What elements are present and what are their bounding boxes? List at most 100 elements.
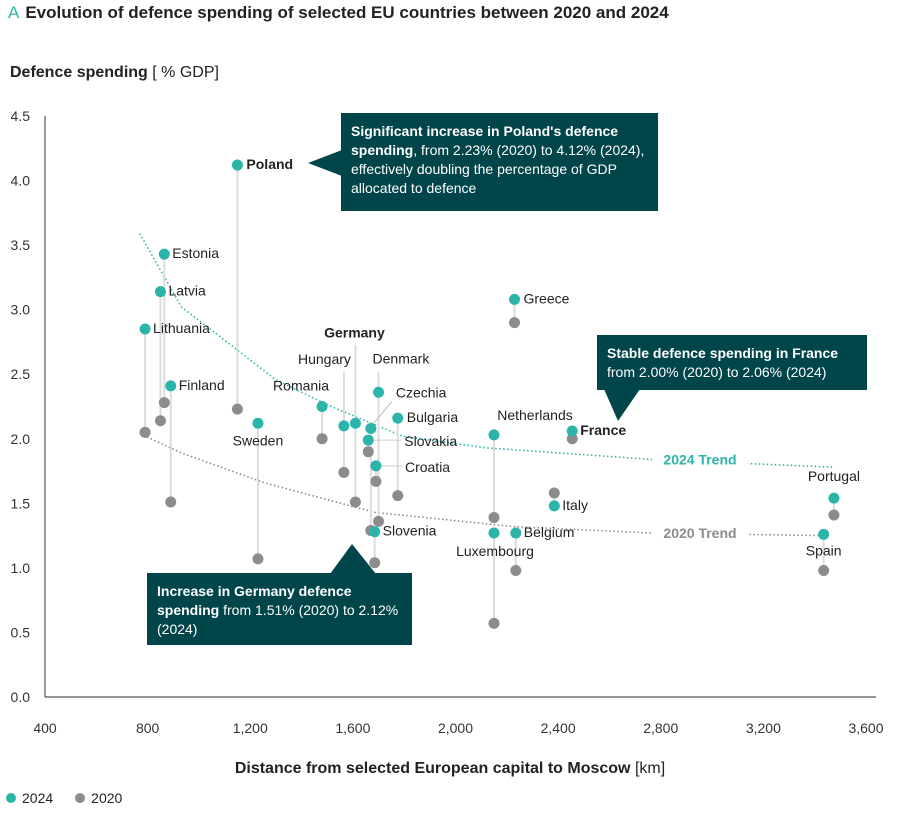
trend-label-2020: 2020 Trend xyxy=(663,525,736,541)
trend-line-2024 xyxy=(138,233,833,468)
point-2024-denmark xyxy=(373,386,385,398)
callout-germany-pointer xyxy=(330,544,376,574)
legend-item-2020: 2020 xyxy=(75,790,122,806)
y-tick-label: 3.5 xyxy=(11,237,31,253)
point-2024-belgium xyxy=(510,527,522,539)
callout-france-bold: Stable defence spending in France xyxy=(607,345,839,361)
label-spain: Spain xyxy=(806,542,842,558)
point-2024-latvia xyxy=(154,286,166,298)
label-sweden: Sweden xyxy=(233,432,284,448)
label-finland: Finland xyxy=(179,377,225,393)
label-belgium: Belgium xyxy=(524,524,575,540)
x-tick-label: 1,200 xyxy=(233,720,268,736)
point-2024-spain xyxy=(818,528,830,540)
legend-label-2020: 2020 xyxy=(91,790,123,806)
y-tick-label: 1.5 xyxy=(11,495,31,511)
point-2024-czechia xyxy=(365,422,377,434)
callout-france-pointer xyxy=(604,389,640,421)
point-2020-belgium xyxy=(510,564,522,576)
point-2024-greece xyxy=(509,293,521,305)
point-2020-slovakia xyxy=(362,446,374,458)
label-slovakia: Slovakia xyxy=(404,433,457,449)
label-poland: Poland xyxy=(246,156,293,172)
label-portugal: Portugal xyxy=(808,468,860,484)
y-axis-unit: [ % GDP] xyxy=(152,64,219,81)
y-tick-label: 2.0 xyxy=(11,431,31,447)
label-slovenia: Slovenia xyxy=(383,523,437,539)
point-2020-germany xyxy=(349,496,361,508)
x-tick-label: 1,600 xyxy=(335,720,370,736)
callout-poland-bold: Significant increase in Poland's defence… xyxy=(351,123,619,158)
trend-label-gap xyxy=(652,523,748,542)
label-latvia: Latvia xyxy=(168,283,206,299)
legend-item-2024: 2024 xyxy=(6,790,53,806)
label-luxembourg: Luxembourg xyxy=(456,543,534,559)
y-tick-label: 0.0 xyxy=(11,689,31,705)
trend-label-2024: 2024 Trend xyxy=(663,451,736,467)
label-netherlands: Netherlands xyxy=(497,407,573,423)
point-2020-poland xyxy=(231,403,243,415)
x-tick-label: 800 xyxy=(136,720,160,736)
label-romania: Romania xyxy=(273,378,329,394)
trend-label-gap xyxy=(652,449,748,468)
y-tick-label: 2.5 xyxy=(11,366,31,382)
point-2020-portugal xyxy=(828,509,840,521)
point-2020-greece xyxy=(509,317,521,329)
y-tick-label: 4.0 xyxy=(11,173,31,189)
title-text: Evolution of defence spending of selecte… xyxy=(25,3,669,22)
label-bulgaria: Bulgaria xyxy=(407,409,459,425)
point-2024-sweden xyxy=(252,417,264,429)
label-germany: Germany xyxy=(324,324,385,340)
label-italy: Italy xyxy=(562,497,588,513)
point-2020-italy xyxy=(548,487,560,499)
callout-germany: Increase in Germany defence spending fro… xyxy=(147,573,412,645)
callout-poland-pointer xyxy=(308,150,342,176)
label-france: France xyxy=(580,422,626,438)
point-2020-latvia xyxy=(154,415,166,427)
point-2020-hungary xyxy=(338,466,350,478)
x-tick-label: 2,800 xyxy=(643,720,678,736)
x-axis-title: Distance from selected European capital … xyxy=(0,760,900,778)
label-lithuania: Lithuania xyxy=(153,320,210,336)
label-denmark: Denmark xyxy=(373,350,431,366)
point-2020-croatia xyxy=(370,475,382,487)
y-tick-label: 4.5 xyxy=(11,108,31,124)
x-tick-label: 2,400 xyxy=(541,720,576,736)
y-tick-label: 0.5 xyxy=(11,624,31,640)
point-2024-luxembourg xyxy=(488,527,500,539)
legend: 2024 2020 xyxy=(6,790,122,806)
label-hungary: Hungary xyxy=(298,351,351,367)
title-letter: A xyxy=(8,3,20,22)
x-tick-label: 3,600 xyxy=(848,720,883,736)
point-2020-denmark xyxy=(373,515,385,527)
point-2020-lithuania xyxy=(139,426,151,438)
callout-france: Stable defence spending in France from 2… xyxy=(597,335,867,390)
legend-label-2024: 2024 xyxy=(22,790,54,806)
callout-germany-text: from 1.51% (2020) to 2.12% (2024) xyxy=(157,602,399,637)
y-tick-label: 1.0 xyxy=(11,560,31,576)
label-estonia: Estonia xyxy=(172,245,219,261)
point-2020-sweden xyxy=(252,553,264,565)
point-2020-finland xyxy=(165,496,177,508)
point-2024-slovakia xyxy=(362,434,374,446)
point-2020-spain xyxy=(818,564,830,576)
point-2024-france xyxy=(566,425,578,437)
point-2024-bulgaria xyxy=(392,412,404,424)
point-2020-romania xyxy=(316,433,328,445)
x-tick-label: 2,000 xyxy=(438,720,473,736)
x-tick-label: 3,200 xyxy=(746,720,781,736)
callout-poland-text: , from 2.23% (2020) to 4.12% (2024), eff… xyxy=(351,142,645,196)
y-tick-label: 3.0 xyxy=(11,302,31,318)
point-2020-estonia xyxy=(158,397,170,409)
x-axis-label: Distance from selected European capital … xyxy=(234,760,631,777)
point-2024-italy xyxy=(548,500,560,512)
point-2024-finland xyxy=(165,380,177,392)
leader-czechia xyxy=(372,401,393,425)
point-2024-lithuania xyxy=(139,323,151,335)
point-2024-poland xyxy=(231,159,243,171)
label-greece: Greece xyxy=(524,290,570,306)
x-tick-label: 400 xyxy=(33,720,57,736)
callout-germany-bold: Increase in Germany defence spending xyxy=(157,583,352,618)
point-2024-portugal xyxy=(828,492,840,504)
